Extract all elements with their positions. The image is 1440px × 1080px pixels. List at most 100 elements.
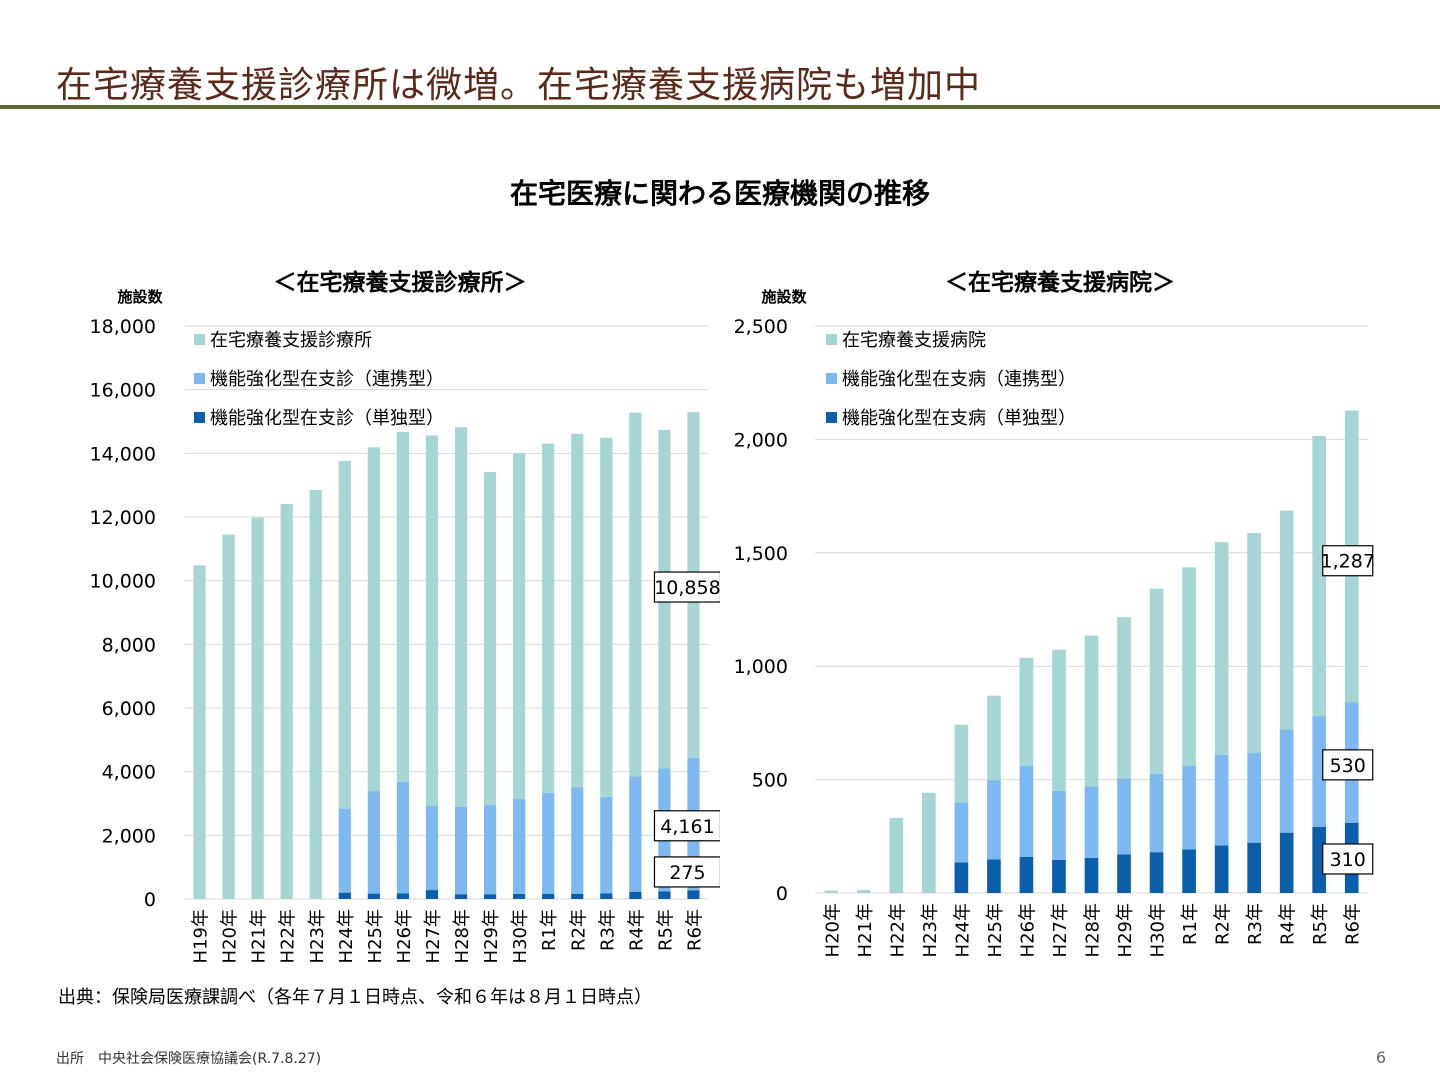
clinic-data-label: 4,161 [660,816,714,838]
clinic-data-label: 275 [669,862,705,884]
clinic-bar-segment [484,472,496,805]
clinic-bar-segment [600,438,612,797]
hospital-bar-segment [1085,636,1099,787]
clinic-bar-segment [281,504,293,899]
hospital-x-tick-label: H20年 [822,903,843,957]
hospital-bar-segment [1247,843,1261,893]
clinic-x-tick-label: H27年 [423,909,444,963]
clinic-bar-segment [252,518,264,899]
hospital-x-tick-label: R5年 [1310,903,1331,945]
clinic-bar-segment [629,413,641,777]
clinic-bar-segment [339,809,351,893]
hospital-chart: ＜在宅療養支援病院＞ 施設数 0 500 1,000 1,500 2,000 2,500 H20… [720,0,1440,980]
clinic-bar-segment [426,436,438,807]
clinic-bar-segment [571,894,583,899]
hospital-x-tick-label: R1年 [1180,903,1201,945]
clinic-x-tick-label: H24年 [336,909,357,963]
clinic-bar-segment [571,434,583,787]
clinic-legend-swatch [194,412,205,423]
hospital-data-label: 310 [1330,849,1366,871]
hospital-x-tick-label: R4年 [1278,903,1299,945]
clinic-y-tick-label: 0 [144,889,156,911]
clinic-bar-segment [687,890,699,899]
hospital-y-axis-label: 施設数 [761,288,807,306]
page-number: 6 [1376,1048,1386,1067]
hospital-legend-label: 機能強化型在支病（単独型） [842,408,1076,429]
clinic-y-tick-label: 14,000 [90,443,156,465]
clinic-legend-swatch [194,373,205,384]
hospital-bar-segment [1215,845,1229,893]
hospital-bar-segment [1052,791,1066,860]
hospital-bar-segment [955,862,969,893]
hospital-bar-segment [1215,542,1229,755]
hospital-bar-segment [987,696,1001,780]
clinic-y-tick-label: 4,000 [102,762,156,784]
clinic-bar-segment [193,565,205,899]
clinic-y-tick-label: 2,000 [102,825,156,847]
hospital-bar-segment [1117,778,1131,854]
hospital-bar-segment [1052,650,1066,791]
hospital-bar-segment [1182,567,1196,766]
hospital-y-tick-label: 1,000 [734,656,788,678]
clinic-y-tick-label: 16,000 [90,380,156,402]
hospital-bar-segment [1247,533,1261,753]
hospital-legend-swatch [826,373,837,384]
clinic-x-tick-label: H29年 [481,909,502,963]
clinic-y-tick-label: 12,000 [90,507,156,529]
hospital-bar-segment [1280,729,1294,832]
footer-citation: 出所 中央社会保険医療協議会(R.7.8.27) [56,1048,321,1068]
clinic-bar-segment [339,893,351,899]
hospital-x-tick-label: H25年 [985,903,1006,957]
hospital-y-tick-label: 2,500 [734,316,788,338]
clinic-x-tick-label: R5年 [655,909,676,951]
hospital-x-tick-label: H26年 [1017,903,1038,957]
hospital-bar-segment [1182,766,1196,849]
hospital-y-tick-label: 0 [776,883,788,905]
hospital-x-tick-label: R3年 [1245,903,1266,945]
clinic-bar-segment [542,793,554,894]
clinic-bar-segment [455,894,467,899]
clinic-x-tick-label: R3年 [597,909,618,951]
hospital-bar-segment [1020,766,1034,857]
clinic-legend-label: 在宅療養支援診療所 [210,330,372,351]
hospital-x-tick-label: R2年 [1213,903,1234,945]
hospital-x-tick-label: H22年 [887,903,908,957]
clinic-y-tick-label: 8,000 [102,634,156,656]
hospital-bar-segment [1280,511,1294,730]
hospital-legend-swatch [826,412,837,423]
clinic-bar-segment [426,806,438,890]
clinic-legend-swatch [194,334,205,345]
hospital-bar-segment [824,891,838,893]
clinic-y-tick-label: 6,000 [102,698,156,720]
clinic-bar-segment [368,447,380,791]
hospital-bar-segment [1020,857,1034,893]
clinic-bar-segment [397,432,409,782]
hospital-bar-segment [987,859,1001,893]
hospital-x-tick-label: H29年 [1115,903,1136,957]
clinic-bar-segment [629,892,641,899]
clinic-x-tick-label: H23年 [307,909,328,963]
clinic-x-tick-label: H30年 [510,909,531,963]
hospital-bar-segment [955,802,969,862]
clinic-bar-segment [542,894,554,899]
clinic-bar-segment [600,797,612,893]
clinic-chart-title: ＜在宅療養支援診療所＞ [274,269,527,296]
source-note: 出典：保険局医療課調べ（各年７月１日時点、令和６年は８月１日時点） [58,983,652,1009]
hospital-bar-segment [1150,589,1164,774]
hospital-x-tick-label: H21年 [855,903,876,957]
clinic-x-tick-label: H22年 [278,909,299,963]
clinic-bar-segment [426,890,438,899]
clinic-bar-segment [484,894,496,899]
clinic-bar-segment [368,894,380,899]
clinic-x-tick-label: H20年 [220,909,241,963]
hospital-bar-segment [1150,774,1164,852]
clinic-bar-segment [455,427,467,806]
hospital-y-tick-label: 2,000 [734,429,788,451]
hospital-bar-segment [1052,860,1066,893]
clinic-bar-segment [571,787,583,894]
clinic-bar-segment [600,893,612,899]
hospital-bar-segment [1182,849,1196,893]
hospital-legend-label: 機能強化型在支病（連携型） [842,369,1076,390]
hospital-chart-title: ＜在宅療養支援病院＞ [945,269,1175,296]
hospital-bar-segment [1215,755,1229,846]
